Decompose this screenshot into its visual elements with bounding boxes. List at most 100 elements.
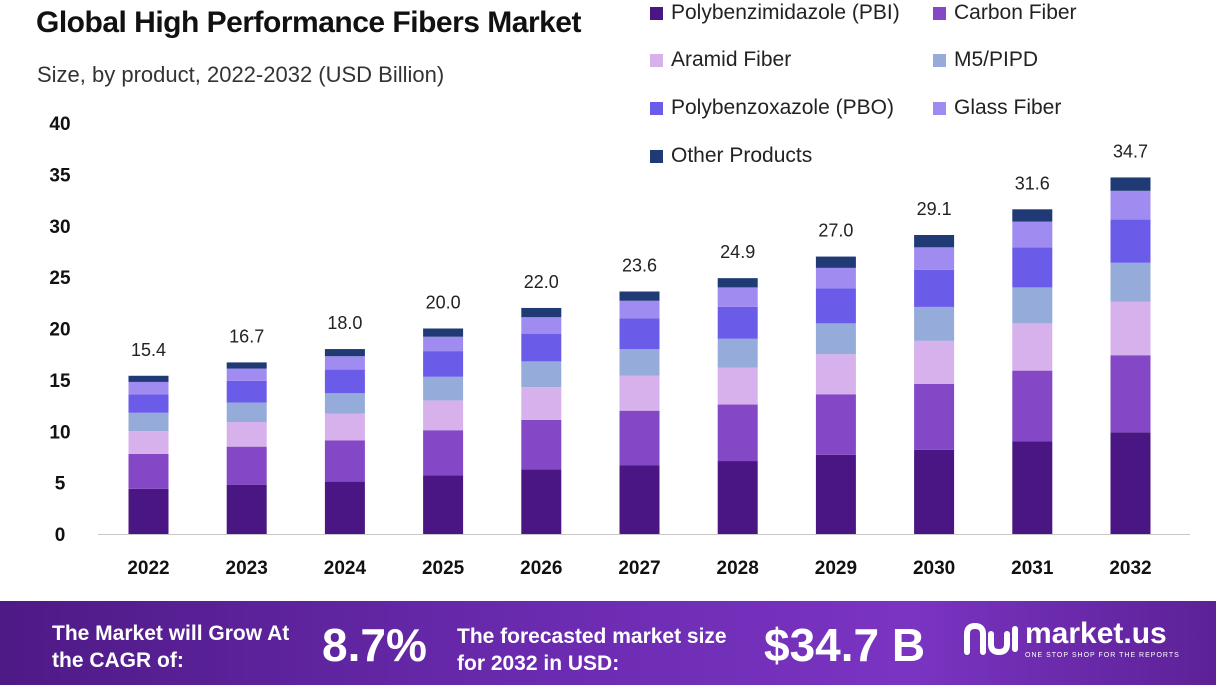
- bar-segment-glass-2029: [815, 267, 856, 289]
- y-tick-label: 15: [49, 371, 71, 392]
- x-tick-label-2023: 2023: [226, 558, 268, 579]
- bar-segment-pbo-2027: [619, 318, 660, 350]
- bar-segment-other-2024: [324, 349, 365, 357]
- total-label-2022: 15.4: [131, 340, 166, 360]
- bar-segment-pbo-2023: [226, 380, 267, 403]
- bar-segment-aramid-2023: [226, 422, 267, 447]
- legend-label-other-products: Other Products: [671, 144, 813, 167]
- bar-segment-m5-2023: [226, 402, 267, 423]
- forecast-label: The forecasted market size for 2032 in U…: [457, 625, 727, 675]
- total-label-2023: 16.7: [229, 326, 264, 346]
- legend-item-aramid-fiber: Aramid Fiber: [650, 47, 791, 73]
- chart-subtitle: Size, by product, 2022-2032 (USD Billion…: [37, 62, 445, 87]
- market-us-logo: market.us ONE STOP SHOP FOR THE REPORTS: [963, 619, 1180, 659]
- x-tick-label-2022: 2022: [127, 558, 169, 579]
- bar-segment-pbi-2025: [423, 475, 464, 534]
- legend-label-glass-fiber: Glass Fiber: [954, 96, 1062, 119]
- bar-segment-pbo-2029: [815, 288, 856, 324]
- bar-segment-carbon-2029: [815, 394, 856, 455]
- bar-segment-carbon-2023: [226, 446, 267, 485]
- bar-segment-m5-2028: [717, 338, 758, 368]
- legend-swatch-glass-fiber: [933, 101, 946, 115]
- bar-segment-pbo-2022: [128, 394, 169, 413]
- bar-segment-m5-2029: [815, 323, 856, 355]
- total-label-2027: 23.6: [622, 256, 657, 276]
- chart-title: Global High Performance Fibers Market: [36, 6, 581, 39]
- cagr-value: 8.7%: [322, 619, 427, 671]
- legend-item-pbi: Polybenzimidazole (PBI): [650, 0, 900, 26]
- y-tick-label: 0: [55, 525, 66, 546]
- legend-item-carbon-fiber: Carbon Fiber: [933, 0, 1077, 26]
- y-tick-label: 40: [49, 114, 70, 135]
- x-tick-label-2029: 2029: [815, 558, 857, 579]
- x-tick-label-2024: 2024: [324, 558, 367, 579]
- bar-segment-m5-2025: [423, 376, 464, 401]
- bar-segment-carbon-2028: [717, 404, 758, 462]
- total-label-2025: 20.0: [426, 293, 461, 313]
- legend-swatch-pbi: [650, 6, 663, 20]
- cagr-label: The Market will Grow At the CAGR of:: [52, 622, 290, 672]
- bar-segment-glass-2026: [521, 317, 562, 334]
- bar-segment-other-2022: [128, 375, 169, 382]
- bar-segment-other-2029: [815, 256, 856, 268]
- bar-segment-other-2028: [717, 278, 758, 288]
- y-tick-label: 25: [49, 268, 71, 289]
- legend-label-carbon-fiber: Carbon Fiber: [954, 1, 1077, 24]
- bar-segment-pbo-2030: [914, 269, 955, 307]
- legend-label-pbo: Polybenzoxazole (PBO): [671, 96, 894, 119]
- x-tick-label-2030: 2030: [913, 558, 955, 579]
- bar-segment-pbo-2026: [521, 333, 562, 362]
- bar-segment-glass-2030: [914, 247, 955, 270]
- bar-segment-glass-2028: [717, 287, 758, 307]
- bar-segment-glass-2032: [1110, 190, 1151, 220]
- bar-segment-glass-2027: [619, 300, 660, 319]
- bar-segment-other-2031: [1012, 209, 1053, 222]
- forecast-value: $34.7 B: [764, 619, 926, 671]
- bar-segment-carbon-2025: [423, 430, 464, 476]
- legend-label-pbi: Polybenzimidazole (PBI): [671, 1, 900, 24]
- total-label-2030: 29.1: [917, 199, 952, 219]
- footer-banner: The Market will Grow At the CAGR of: 8.7…: [0, 601, 1216, 685]
- bar-segment-other-2030: [914, 234, 955, 248]
- bar-segment-other-2025: [423, 328, 464, 337]
- legend-label-aramid-fiber: Aramid Fiber: [671, 48, 792, 71]
- bar-segment-aramid-2025: [423, 400, 464, 431]
- bar-segment-aramid-2026: [521, 387, 562, 420]
- bar-segment-other-2027: [619, 291, 660, 301]
- bar-segment-pbi-2028: [717, 461, 758, 534]
- bar-segment-aramid-2028: [717, 367, 758, 405]
- x-tick-label-2031: 2031: [1011, 558, 1054, 579]
- legend-item-other-products: Other Products: [650, 143, 812, 169]
- bar-segment-pbo-2032: [1110, 219, 1151, 263]
- bar-segment-pbi-2029: [815, 454, 856, 534]
- x-tick-label-2032: 2032: [1109, 558, 1151, 579]
- bar-segment-pbi-2032: [1110, 432, 1151, 534]
- bar-segment-aramid-2030: [914, 340, 955, 384]
- bar-segment-pbi-2027: [619, 465, 660, 534]
- market-us-logo-icon: [964, 622, 1018, 656]
- legend-swatch-pbo: [650, 101, 663, 115]
- bar-segment-glass-2024: [324, 356, 365, 370]
- legend-item-pbo: Polybenzoxazole (PBO): [650, 95, 894, 121]
- bar-segment-carbon-2032: [1110, 355, 1151, 433]
- legend-swatch-aramid-fiber: [650, 53, 663, 67]
- total-label-2024: 18.0: [327, 313, 362, 333]
- legend-item-m5-pipd: M5/PIPD: [933, 47, 1038, 73]
- total-label-2031: 31.6: [1015, 173, 1050, 193]
- bar-segment-carbon-2031: [1012, 370, 1053, 442]
- y-tick-label: 20: [49, 320, 70, 341]
- bar-segment-aramid-2029: [815, 354, 856, 395]
- x-tick-label-2026: 2026: [520, 558, 562, 579]
- bar-segment-aramid-2031: [1012, 323, 1053, 371]
- x-tick-label-2028: 2028: [717, 558, 759, 579]
- bar-segment-m5-2030: [914, 306, 955, 341]
- legend-item-glass-fiber: Glass Fiber: [933, 95, 1061, 121]
- y-tick-label: 30: [49, 217, 70, 238]
- bar-segment-glass-2025: [423, 336, 464, 352]
- logo-tagline: ONE STOP SHOP FOR THE REPORTS: [1025, 652, 1180, 659]
- bar-segment-pbo-2025: [423, 351, 464, 377]
- total-label-2032: 34.7: [1113, 141, 1148, 161]
- bar-segment-pbo-2024: [324, 369, 365, 394]
- bar-segment-other-2026: [521, 307, 562, 318]
